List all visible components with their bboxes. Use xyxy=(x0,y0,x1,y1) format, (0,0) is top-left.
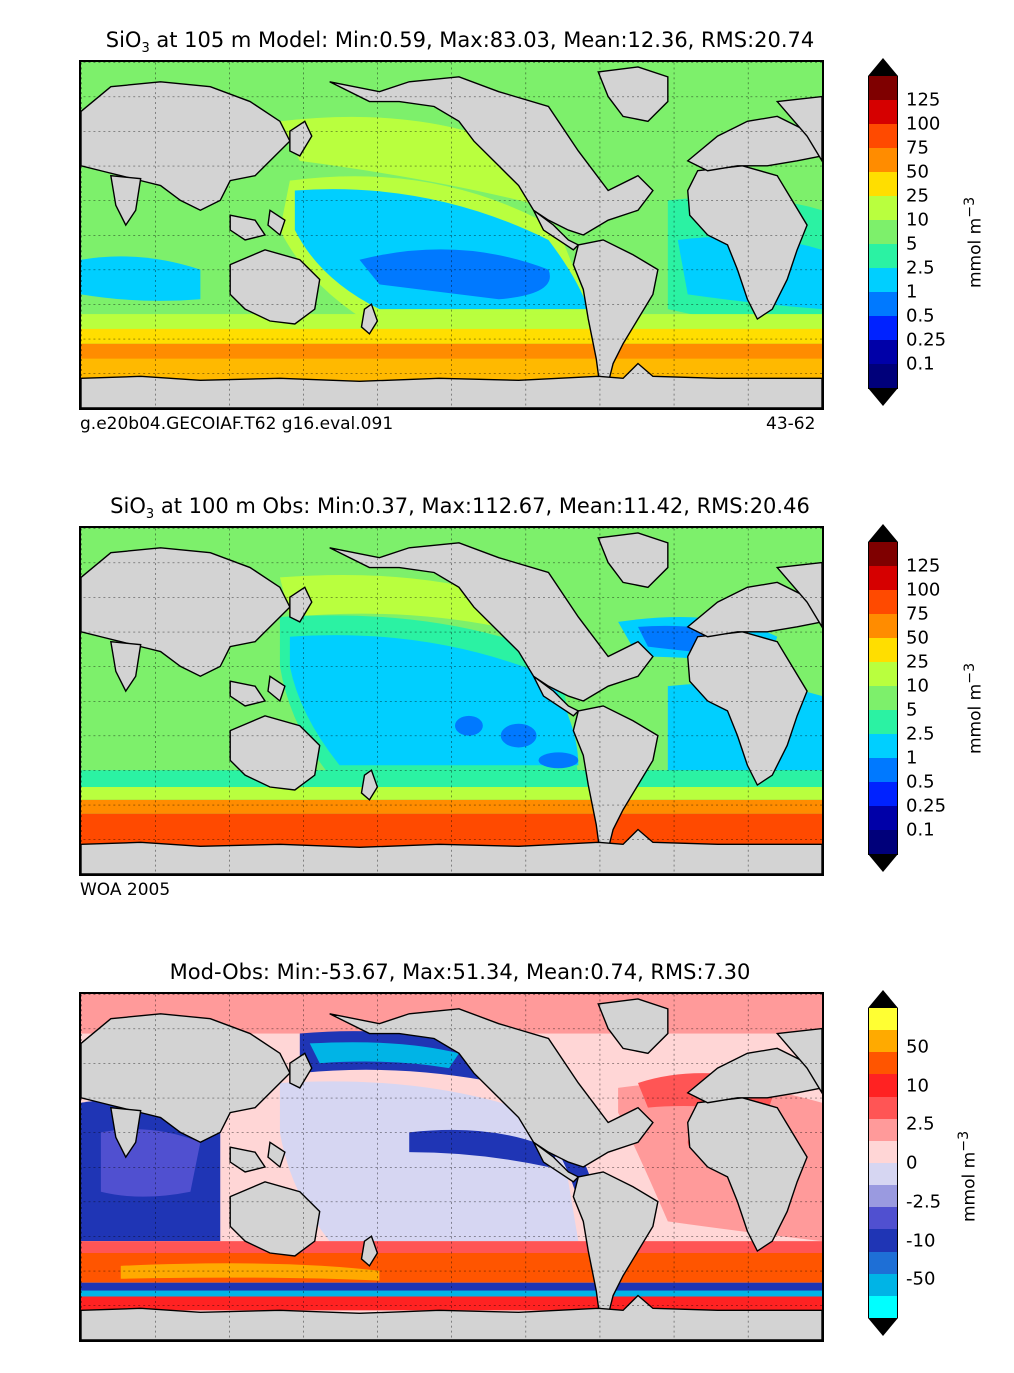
colorbar-segment xyxy=(868,686,898,711)
colorbar-segment xyxy=(868,148,898,173)
colorbar-over-arrow xyxy=(868,58,898,76)
colorbar-tick-label: 25 xyxy=(906,651,929,673)
colorbar-tick-label: 2.5 xyxy=(906,257,935,279)
colorbar-segment xyxy=(868,614,898,639)
obs-map xyxy=(79,526,824,876)
colorbar-tick-label: 1 xyxy=(906,281,918,303)
colorbar-segment xyxy=(868,542,898,567)
obs-title: SiO3 at 100 m Obs: Min:0.37, Max:112.67,… xyxy=(110,494,810,523)
colorbar-tick-label: -50 xyxy=(906,1268,936,1290)
colorbar-tick-label: 50 xyxy=(906,627,929,649)
obs-colorbar-unit: mmol m−3 xyxy=(962,662,986,754)
colorbar-segment xyxy=(868,734,898,759)
colorbar-segment xyxy=(868,830,898,855)
colorbar-segment xyxy=(868,364,898,389)
colorbar-tick-label: 100 xyxy=(906,579,941,601)
colorbar-tick-label: 10 xyxy=(906,209,929,231)
colorbar-segment xyxy=(868,196,898,221)
colorbar-tick-label: 1 xyxy=(906,747,918,769)
diff-colorbar-unit: mmol m−3 xyxy=(956,1130,980,1222)
colorbar-tick-label: 50 xyxy=(906,161,929,183)
colorbar-segment xyxy=(868,268,898,293)
colorbar-segment xyxy=(868,1118,898,1142)
colorbar-segment xyxy=(868,1295,898,1319)
colorbar-tick-label: 25 xyxy=(906,185,929,207)
colorbar-tick-label: 0.1 xyxy=(906,353,935,375)
colorbar-segment xyxy=(868,292,898,317)
colorbar-tick-label: 50 xyxy=(906,1036,929,1058)
colorbar-tick-label: 5 xyxy=(906,699,918,721)
colorbar-segment xyxy=(868,782,898,807)
colorbar-tick-label: 0.25 xyxy=(906,795,947,817)
obs-caption-left: WOA 2005 xyxy=(80,880,171,900)
colorbar-tick-label: -10 xyxy=(906,1230,936,1251)
colorbar-tick-label: 2.5 xyxy=(906,723,935,745)
colorbar-segment xyxy=(868,340,898,365)
colorbar-segment xyxy=(868,1273,898,1297)
colorbar-segment xyxy=(868,1229,898,1253)
colorbar-under-arrow xyxy=(868,854,898,872)
colorbar-segment xyxy=(868,76,898,101)
model-caption-left: g.e20b04.GECOIAF.T62 g16.eval.091 xyxy=(80,414,394,434)
colorbar-segment xyxy=(868,172,898,197)
colorbar-segment xyxy=(868,710,898,735)
colorbar-tick-label: 10 xyxy=(906,1075,929,1096)
diff-map xyxy=(79,992,824,1342)
colorbar-tick-label: 5 xyxy=(906,233,918,255)
colorbar-tick-label: -2.5 xyxy=(906,1191,942,1213)
colorbar-tick-label: 125 xyxy=(906,555,941,577)
colorbar-segment xyxy=(868,1163,898,1186)
colorbar-tick-label: 75 xyxy=(906,137,929,159)
colorbar-segment xyxy=(868,566,898,591)
colorbar-tick-label: 0.5 xyxy=(906,771,935,793)
colorbar-segment xyxy=(868,244,898,269)
model-colorbar-unit: mmol m−3 xyxy=(962,196,986,288)
colorbar-under-arrow xyxy=(868,388,898,406)
colorbar-tick-label: 0.25 xyxy=(906,329,947,351)
colorbar-segment xyxy=(868,590,898,615)
colorbar-segment xyxy=(868,1185,898,1208)
model-title: SiO3 at 105 m Model: Min:0.59, Max:83.03… xyxy=(105,28,815,57)
colorbar-under-arrow xyxy=(868,1318,898,1336)
colorbar-segment xyxy=(868,1096,898,1120)
colorbar-segment xyxy=(868,1008,898,1031)
colorbar-tick-label: 0.5 xyxy=(906,305,935,327)
colorbar-over-arrow xyxy=(868,524,898,542)
colorbar-segment xyxy=(868,124,898,149)
colorbar-segment xyxy=(868,758,898,783)
colorbar-tick-label: 75 xyxy=(906,603,929,625)
colorbar-tick-label: 125 xyxy=(906,89,941,111)
colorbar-segment xyxy=(868,662,898,687)
colorbar-segment xyxy=(868,638,898,663)
colorbar-tick-label: 0.1 xyxy=(906,819,935,841)
colorbar-tick-label: 100 xyxy=(906,113,941,135)
colorbar-segment xyxy=(868,1030,898,1053)
colorbar-segment xyxy=(868,100,898,125)
colorbar-segment xyxy=(868,1207,898,1230)
colorbar-tick-label: 10 xyxy=(906,675,929,697)
colorbar-segment xyxy=(868,1251,898,1275)
model-map xyxy=(79,60,824,410)
colorbar-over-arrow xyxy=(868,990,898,1008)
colorbar-tick-label: 0 xyxy=(906,1152,918,1174)
colorbar-segment xyxy=(868,1074,898,1098)
colorbar-segment xyxy=(868,316,898,341)
colorbar-segment xyxy=(868,806,898,831)
colorbar-segment xyxy=(868,1052,898,1075)
colorbar-segment xyxy=(868,220,898,245)
colorbar-tick-label: 2.5 xyxy=(906,1113,935,1135)
diff-title: Mod-Obs: Min:-53.67, Max:51.34, Mean:0.7… xyxy=(169,960,751,984)
colorbar-segment xyxy=(868,1140,898,1164)
model-caption-right: 43-62 xyxy=(766,414,816,434)
